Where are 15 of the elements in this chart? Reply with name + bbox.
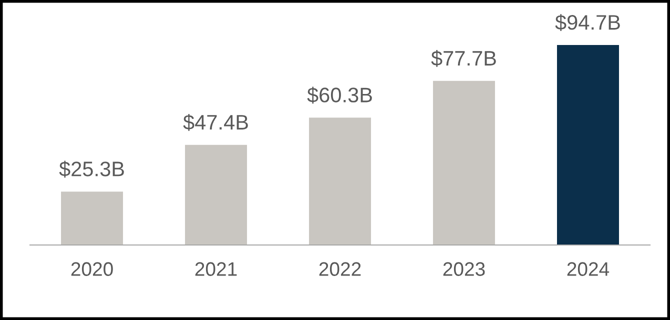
x-tick-label: 2022 (319, 262, 361, 276)
x-tick-label: 2020 (71, 262, 113, 276)
data-label: $25.3B (59, 160, 124, 178)
data-label: $60.3B (307, 86, 372, 104)
bar (309, 118, 371, 245)
bar (185, 144, 247, 245)
data-label: $77.7B (431, 50, 496, 67)
data-label: $47.4B (183, 114, 248, 131)
bar (433, 80, 495, 245)
bar (557, 45, 619, 245)
x-tick-label: 2021 (195, 262, 237, 276)
data-label: $94.7B (555, 14, 620, 32)
bar (61, 192, 123, 245)
x-tick-label: 2024 (567, 262, 610, 276)
x-tick-label: 2023 (443, 262, 485, 276)
